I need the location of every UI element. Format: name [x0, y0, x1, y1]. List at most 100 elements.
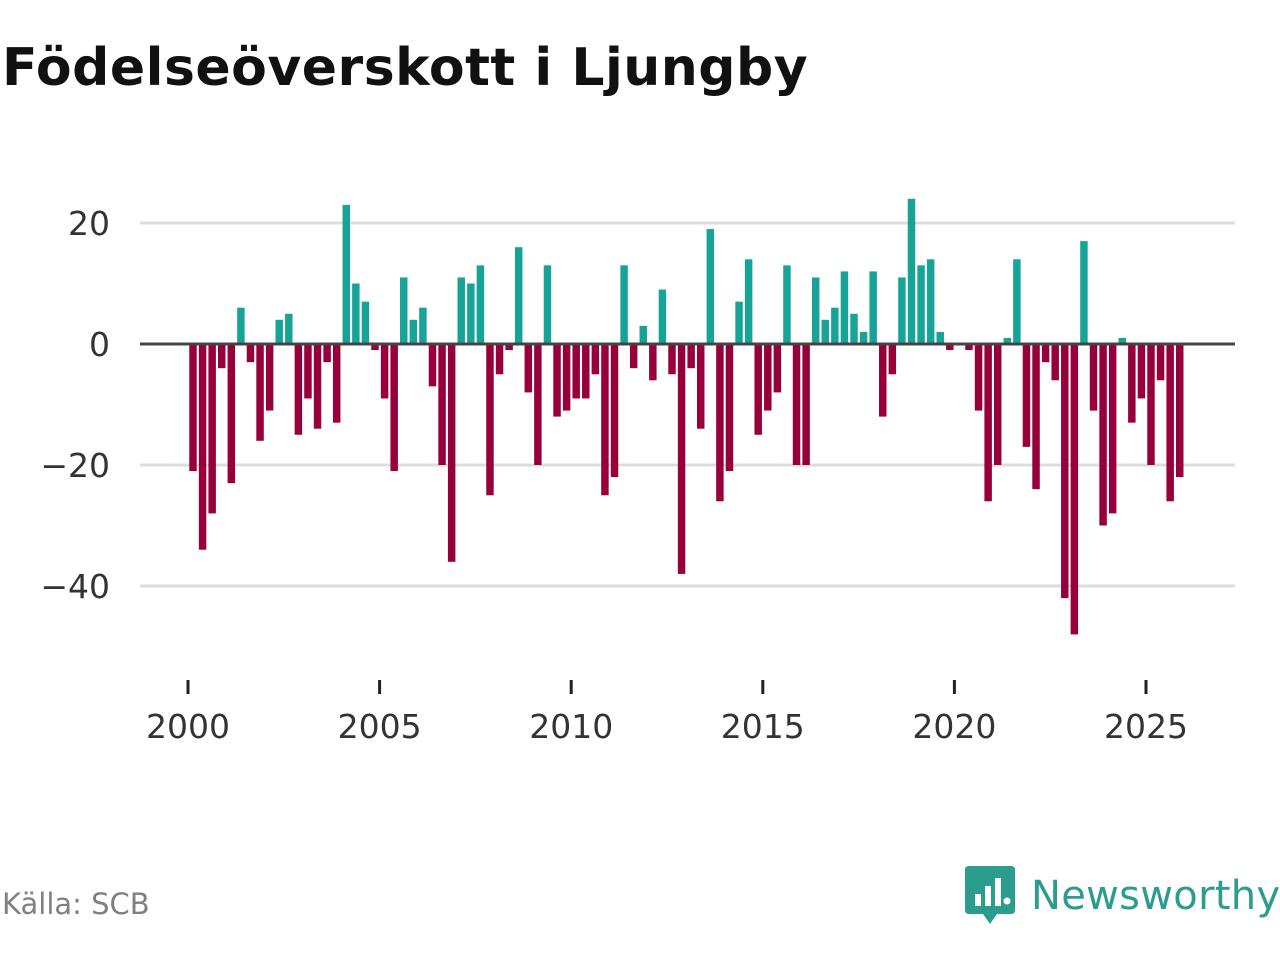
bar — [198, 344, 207, 550]
bar — [1013, 259, 1021, 344]
bar — [1128, 344, 1136, 423]
bar — [1061, 344, 1069, 599]
bar — [697, 344, 705, 429]
bar — [649, 344, 657, 381]
bar — [629, 344, 638, 369]
bar — [189, 344, 197, 472]
bar — [1032, 344, 1040, 490]
bar — [1022, 344, 1031, 447]
y-tick-label: 0 — [89, 325, 110, 364]
bar — [668, 344, 676, 375]
bar — [1089, 344, 1098, 411]
axes: 20 0 −20 −40 2000 2005 2010 2015 2020 2025 — [40, 204, 1235, 746]
bar — [1137, 344, 1146, 399]
x-tick-label: 2025 — [1104, 707, 1188, 746]
bar — [888, 344, 897, 375]
bar — [534, 344, 542, 465]
bar — [275, 319, 283, 344]
bar — [467, 283, 475, 344]
chart-title: Födelseöverskott i Ljungby — [2, 38, 809, 98]
gridlines — [140, 221, 1235, 588]
bar — [323, 344, 331, 363]
bar — [1003, 337, 1012, 344]
y-tick-label: −20 — [40, 446, 110, 485]
bar — [447, 344, 456, 562]
bar — [716, 344, 724, 502]
bar — [285, 313, 293, 344]
bar — [591, 344, 600, 375]
bar — [610, 344, 619, 478]
x-tick-label: 2000 — [146, 707, 230, 746]
bar — [773, 344, 782, 393]
bar — [218, 344, 226, 369]
bar — [409, 319, 418, 344]
bar — [486, 344, 494, 496]
newsworthy-logo-icon — [965, 866, 1015, 924]
brand-logo: Newsworthy — [965, 866, 1280, 926]
bar — [1051, 344, 1059, 381]
bar — [831, 307, 839, 344]
bar — [304, 344, 312, 399]
x-tick-label: 2020 — [912, 707, 996, 746]
bar — [265, 344, 274, 411]
bar — [361, 301, 370, 344]
bar — [821, 319, 830, 344]
bar — [371, 344, 379, 351]
bar — [639, 325, 647, 344]
bar — [984, 344, 992, 502]
bar — [869, 271, 877, 344]
bar — [313, 344, 322, 429]
bar — [1080, 241, 1088, 344]
bar — [754, 344, 762, 435]
bar — [495, 344, 504, 375]
bar — [1118, 337, 1126, 344]
bar — [926, 259, 935, 344]
bars — [189, 198, 1184, 635]
bar — [457, 277, 465, 344]
bar — [850, 313, 858, 344]
bar — [438, 344, 446, 465]
bar — [898, 277, 906, 344]
bar — [879, 344, 887, 417]
bar — [993, 344, 1002, 465]
bar — [907, 198, 916, 344]
x-tick-label: 2010 — [529, 707, 613, 746]
bar — [505, 344, 513, 351]
x-tick-label: 2015 — [721, 707, 805, 746]
bar — [294, 344, 303, 435]
bar — [1156, 344, 1165, 381]
y-tick-label: 20 — [68, 204, 110, 243]
bar — [677, 344, 686, 574]
bar — [1041, 344, 1050, 363]
bar — [562, 344, 571, 411]
bar — [859, 331, 868, 344]
bar — [227, 344, 236, 484]
bar — [553, 344, 561, 417]
bar — [658, 289, 667, 344]
bar — [811, 277, 820, 344]
bar — [687, 344, 695, 369]
source-label: Källa: SCB — [2, 887, 150, 921]
bar — [917, 265, 925, 344]
bar — [419, 307, 427, 344]
bar — [946, 344, 954, 351]
bar — [725, 344, 734, 472]
bar — [1099, 344, 1107, 526]
bar — [208, 344, 216, 514]
bar — [524, 344, 533, 393]
bar — [1176, 344, 1184, 478]
bar — [936, 331, 944, 344]
bar — [400, 277, 408, 344]
bar — [620, 265, 628, 344]
x-tick-label: 2005 — [338, 707, 422, 746]
bar — [744, 259, 753, 344]
bar — [1166, 344, 1174, 502]
bar — [764, 344, 772, 411]
bar-chart: 20 0 −20 −40 2000 2005 2010 2015 2020 2025 — [40, 198, 1235, 746]
bar — [706, 229, 715, 344]
bar — [974, 344, 983, 411]
bar — [1070, 344, 1079, 635]
bar — [840, 271, 849, 344]
bar — [514, 247, 523, 344]
bar — [1147, 344, 1155, 465]
